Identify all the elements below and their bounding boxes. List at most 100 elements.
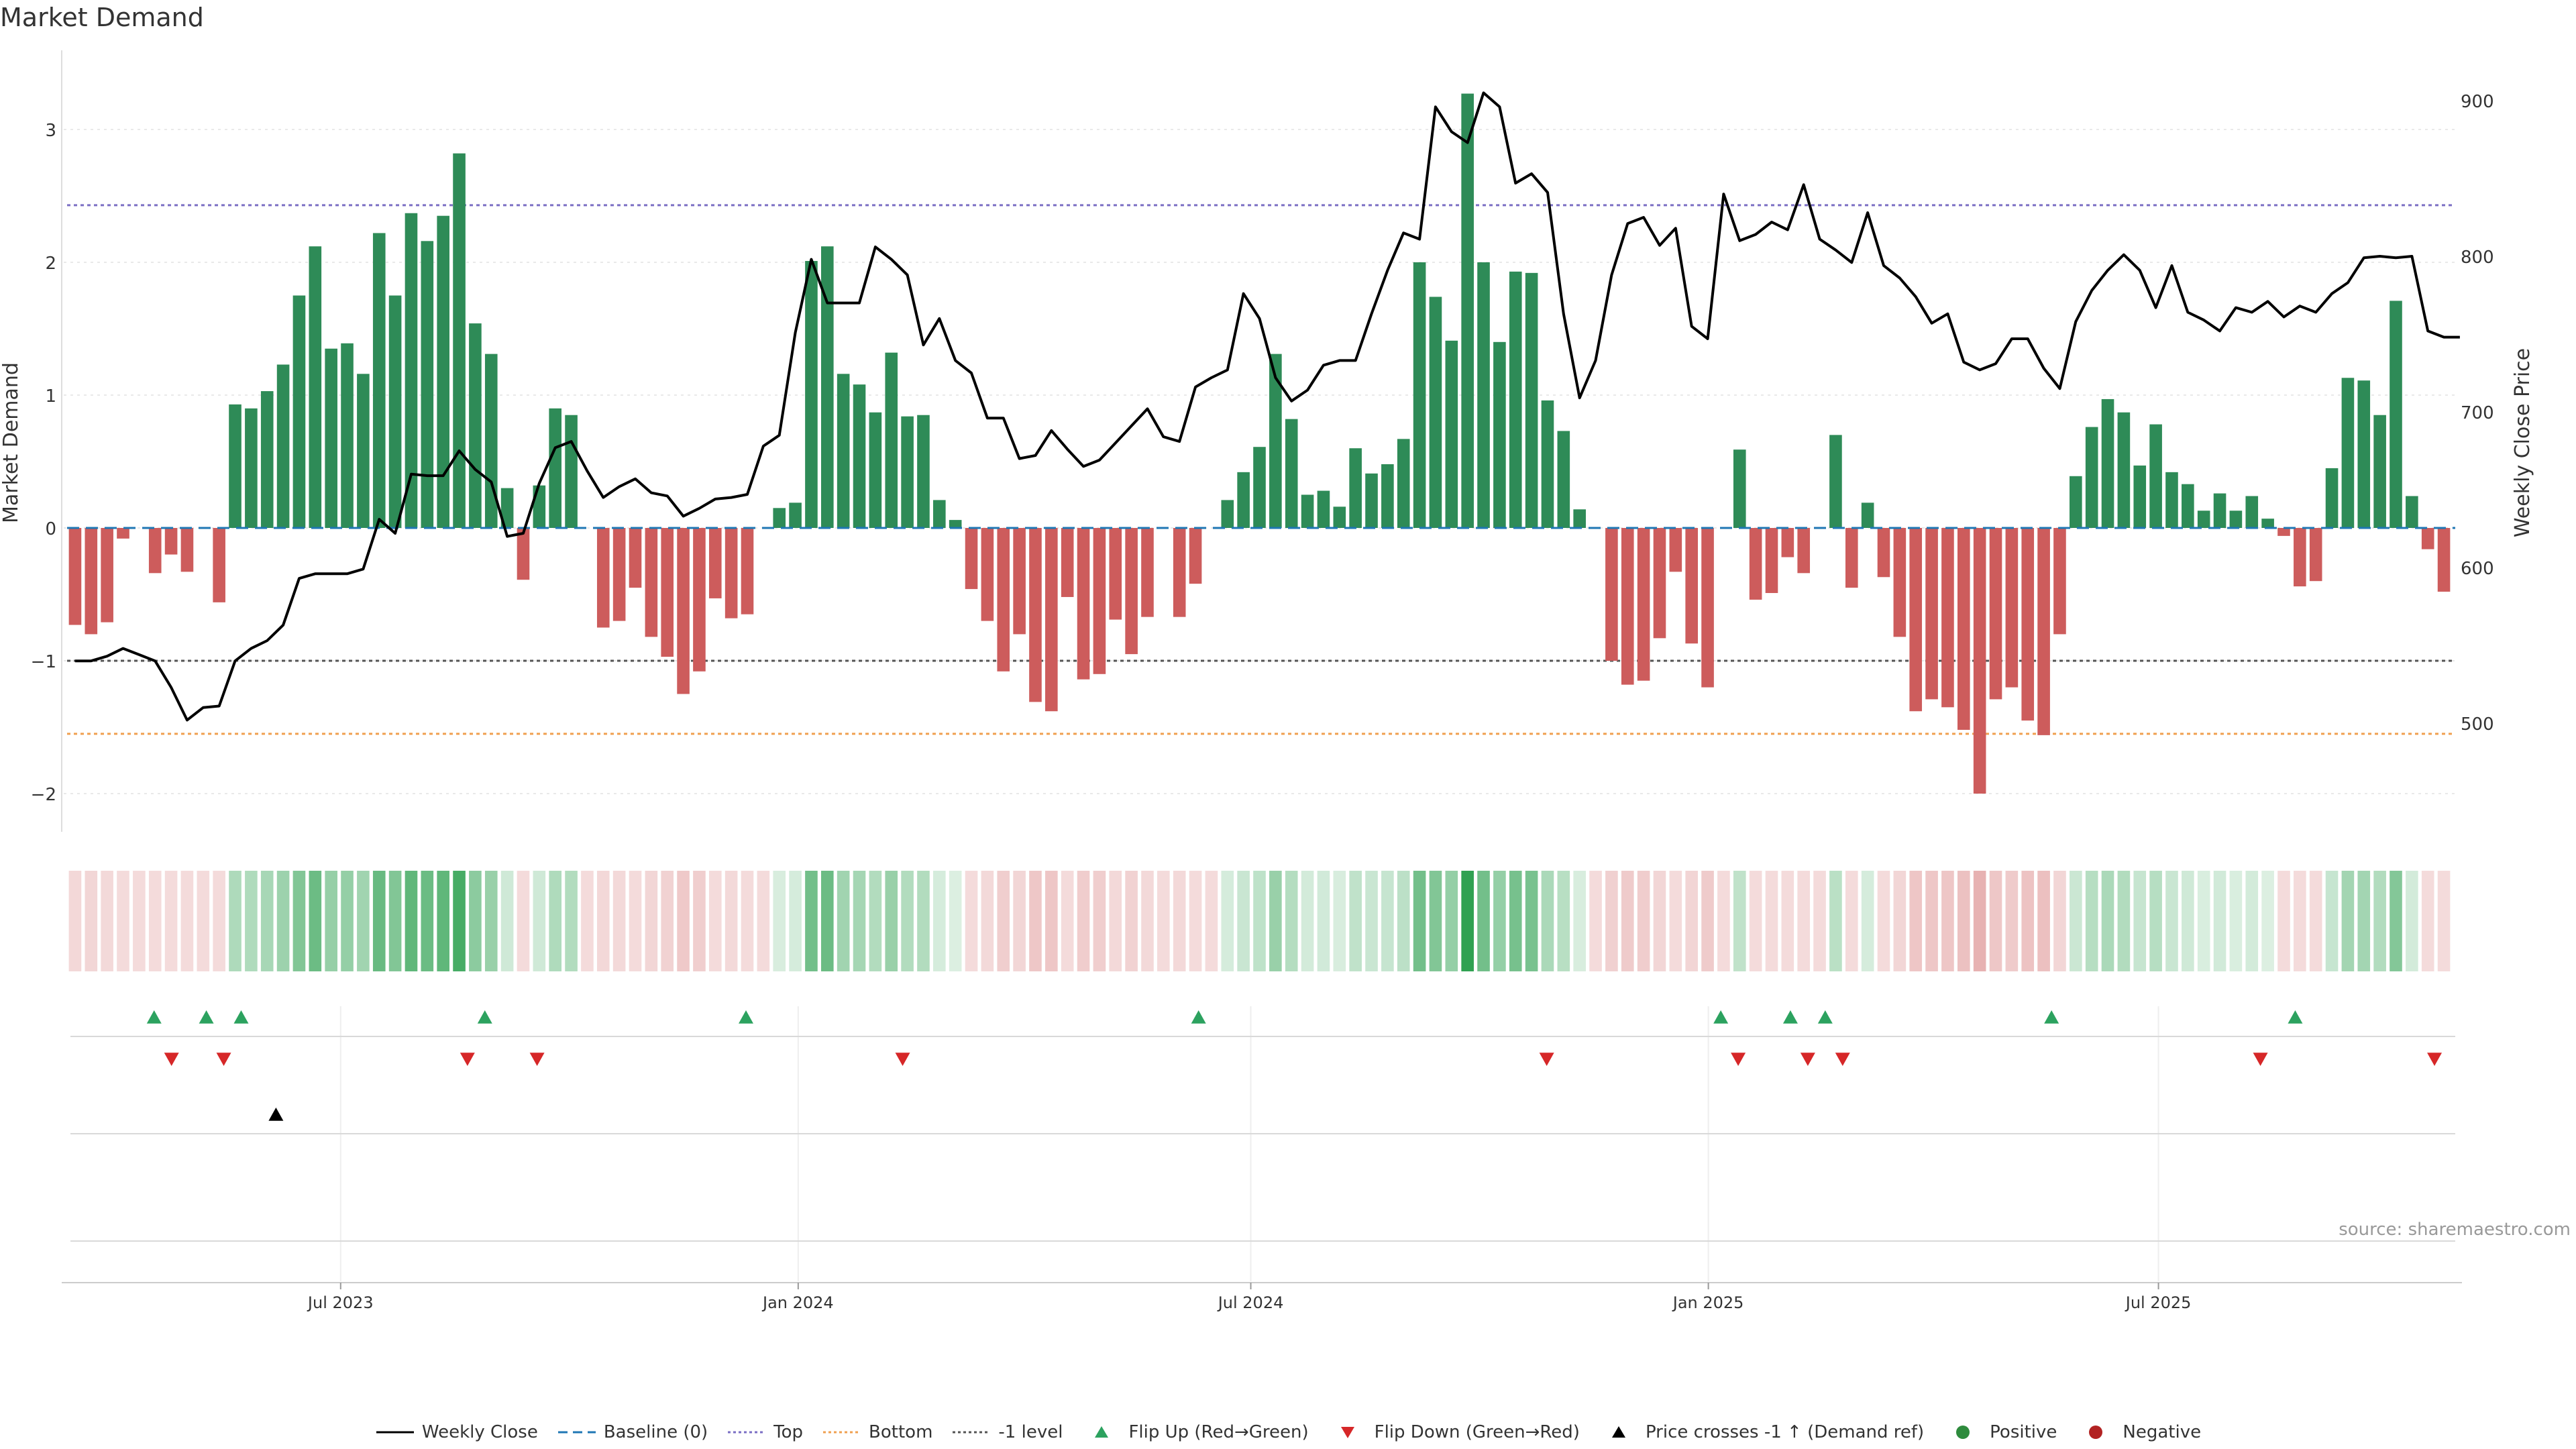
heatmap-cell [453, 871, 466, 971]
demand-bar [1477, 262, 1490, 528]
heatmap-cell [2182, 871, 2194, 971]
demand-bar [724, 528, 738, 619]
demand-bar [2357, 380, 2371, 528]
heatmap-cell [629, 871, 642, 971]
demand-bar [245, 408, 258, 528]
legend-item-flipdown: Flip Down (Green→Red) [1328, 1422, 1580, 1442]
demand-bar [325, 348, 337, 528]
demand-bar [1701, 528, 1714, 688]
demand-bar [2309, 528, 2322, 582]
flip-down-marker [529, 1053, 545, 1066]
heatmap-cell [1109, 871, 1122, 971]
heatmap-cell [405, 871, 418, 971]
demand-bar [1829, 435, 1842, 528]
heatmap-cell [1125, 871, 1138, 971]
legend-label: Positive [1990, 1422, 2057, 1442]
demand-bar [1733, 449, 1746, 528]
demand-bar [2165, 472, 2178, 528]
demand-bar [2117, 412, 2131, 528]
demand-bar [405, 213, 418, 528]
demand-bar [500, 488, 514, 528]
demand-bar [148, 528, 162, 574]
demand-bar [1973, 528, 1986, 794]
demand-bar [372, 233, 386, 528]
heatmap-cell [1989, 871, 2002, 971]
demand-bar [437, 215, 449, 528]
heatmap-cell [869, 871, 882, 971]
heatmap-cell [2390, 871, 2402, 971]
heatmap-cell [133, 871, 146, 971]
price-cross-markers [268, 1108, 284, 1121]
y-tick-label: 0 [45, 519, 56, 539]
demand-bar [1557, 431, 1570, 528]
legend-swatch-top [728, 1431, 766, 1434]
legend-label: Flip Down (Green→Red) [1374, 1422, 1580, 1442]
flip-up-marker [1713, 1010, 1729, 1024]
heatmap-cell [965, 871, 978, 971]
heatmap-cell [101, 871, 113, 971]
legend-item-flipup: Flip Up (Red→Green) [1081, 1422, 1309, 1442]
demand-bar [1077, 528, 1090, 680]
heatmap-cell [1189, 871, 1202, 971]
heatmap-cell [1045, 871, 1058, 971]
heatmap-cell [1525, 871, 1538, 971]
demand-bar [164, 528, 178, 555]
heatmap-cell [388, 871, 402, 971]
heatmap-cell [2421, 871, 2434, 971]
heatmap-cell [1301, 871, 1314, 971]
legend-item-top: Top [727, 1422, 803, 1442]
demand-bar [1045, 528, 1058, 712]
legend-item-cross: Price crosses -1 ↑ (Demand ref) [1599, 1422, 1924, 1442]
legend-swatch-flipdown [1340, 1427, 1354, 1438]
demand-bar [2245, 496, 2259, 528]
heatmap-cell [1669, 871, 1682, 971]
heatmap-cell [197, 871, 210, 971]
heatmap-cell [1893, 871, 1907, 971]
heatmap-cell [805, 871, 818, 971]
heatmap-cell [2197, 871, 2210, 971]
heatmap-cell [2357, 871, 2371, 971]
demand-bar [117, 528, 129, 539]
demand-bar [1573, 509, 1586, 528]
heatmap-cell [1461, 871, 1474, 971]
demand-bar [533, 485, 546, 528]
demand-bar [1941, 528, 1954, 708]
flip-up-marker [1817, 1010, 1833, 1024]
legend-label: Top [773, 1422, 804, 1442]
legend-label: Flip Up (Red→Green) [1128, 1422, 1309, 1442]
heatmap-cell [2373, 871, 2386, 971]
legend-label: -1 level [998, 1422, 1063, 1442]
demand-bar [1109, 528, 1122, 620]
heatmap-cell [1797, 871, 1811, 971]
heatmap-cell [260, 871, 274, 971]
heatmap-cell [1781, 871, 1794, 971]
heatmap-cell [1925, 871, 1938, 971]
demand-bar [837, 374, 850, 528]
heatmap-cell [1973, 871, 1986, 971]
heatmap-cell [68, 871, 82, 971]
heatmap-cell [2005, 871, 2019, 971]
demand-bar [1445, 340, 1458, 528]
heatmap-cell [1637, 871, 1650, 971]
y-right-tick-label: 900 [2461, 92, 2494, 112]
demand-bar [1317, 490, 1330, 528]
demand-bar [1269, 354, 1282, 528]
heatmap-cell [309, 871, 322, 971]
heatmap-cell [1717, 871, 1730, 971]
heatmap-cell [2309, 871, 2322, 971]
legend-swatch-minus1 [953, 1431, 991, 1434]
heatmap-cell [724, 871, 738, 971]
demand-bar [885, 352, 898, 528]
heatmap-cell [372, 871, 386, 971]
demand-bar [2133, 465, 2147, 528]
demand-bar [453, 153, 466, 528]
heatmap-cell [1861, 871, 1874, 971]
chart-legend: Weekly Close Baseline (0) Top Bottom -1 leve… [0, 1422, 2576, 1442]
x-tick-label: Jul 2025 [2125, 1293, 2192, 1312]
demand-bar [1397, 439, 1410, 528]
heatmap-cell [1029, 871, 1042, 971]
heatmap-cell [1429, 871, 1442, 971]
y-tick-label: 3 [45, 121, 56, 141]
demand-bar [2294, 528, 2306, 587]
